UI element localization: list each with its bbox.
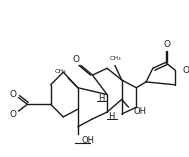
Text: O: O (182, 66, 189, 75)
Text: H: H (108, 112, 114, 122)
Text: O: O (72, 55, 79, 64)
Text: O: O (9, 90, 16, 99)
Text: CH₃: CH₃ (110, 56, 122, 61)
Text: CH₃: CH₃ (55, 69, 66, 74)
Text: H: H (98, 94, 105, 103)
Text: OH: OH (133, 107, 146, 116)
Text: O: O (164, 40, 171, 49)
Text: OH: OH (82, 136, 95, 145)
Text: O: O (9, 110, 16, 119)
